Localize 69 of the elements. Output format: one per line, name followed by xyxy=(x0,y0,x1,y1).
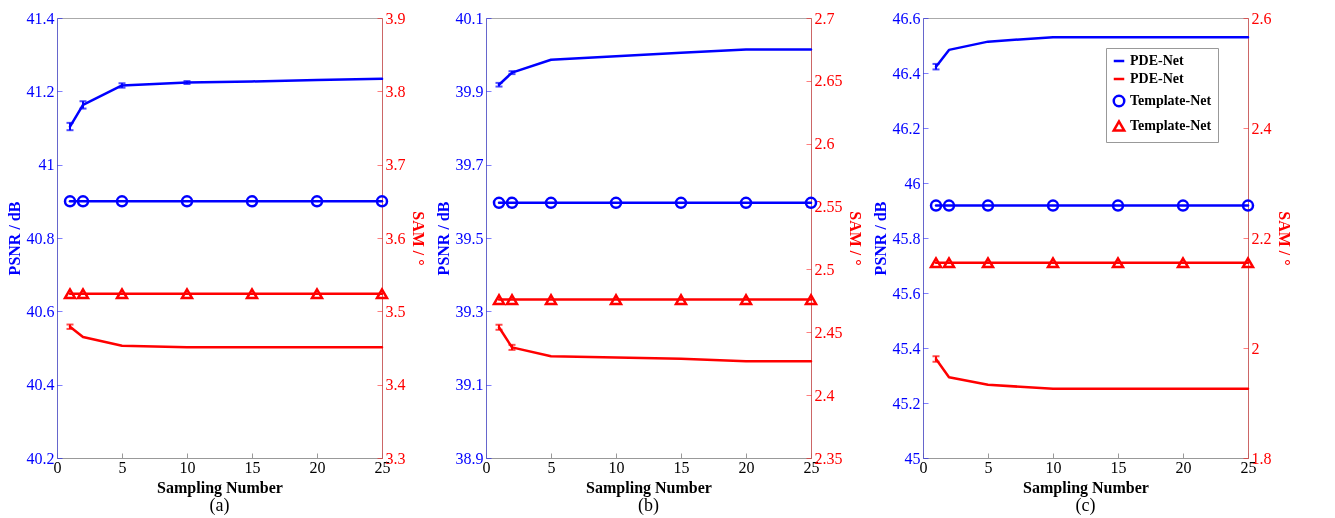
y2-axis-title: SAM / ° xyxy=(846,211,864,266)
y2-tick-label: 2.45 xyxy=(814,323,843,341)
legend-label: PDE-Net xyxy=(1130,53,1184,68)
y-tick-label: 40.1 xyxy=(455,9,484,27)
y2-tick-label: 2.65 xyxy=(814,72,843,90)
y-tick-label: 45.4 xyxy=(892,339,921,357)
y2-tick-label: 2.4 xyxy=(1251,119,1272,137)
y2-axis-title: SAM / ° xyxy=(1275,211,1293,266)
legend-label: Template-Net xyxy=(1130,118,1212,133)
x-tick-label: 10 xyxy=(608,458,625,476)
y-axis-title: PSNR / dB xyxy=(871,201,889,276)
y-tick-label: 39.3 xyxy=(455,302,484,320)
y-tick-label: 41.2 xyxy=(26,82,55,100)
y2-tick-label: 2.5 xyxy=(814,260,835,278)
y-tick-label: 41 xyxy=(38,156,55,174)
y-tick-label: 45 xyxy=(904,449,921,467)
y-tick-label: 46.6 xyxy=(892,9,921,27)
x-axis-title: Sampling Number xyxy=(1023,478,1149,497)
y-tick-label: 38.9 xyxy=(455,449,484,467)
y2-tick-label: 2.4 xyxy=(814,386,835,404)
x-tick-label: 20 xyxy=(1175,458,1192,476)
x-tick-label: 5 xyxy=(984,458,993,476)
x-tick-label: 5 xyxy=(118,458,127,476)
y2-tick-label: 3.4 xyxy=(385,376,406,394)
x-tick-label: 0 xyxy=(482,458,491,476)
y2-tick-label: 2.7 xyxy=(814,9,835,27)
x-tick-label: 10 xyxy=(179,458,196,476)
y2-tick-label: 3.6 xyxy=(385,229,406,247)
y2-axis-title: SAM / ° xyxy=(409,211,427,266)
y-tick-label: 45.8 xyxy=(892,229,921,247)
y-tick-label: 45.2 xyxy=(892,394,921,412)
y-tick-label: 39.1 xyxy=(455,376,484,394)
y-tick-label: 39.5 xyxy=(455,229,484,247)
x-tick-label: 20 xyxy=(738,458,755,476)
y2-tick-label: 2 xyxy=(1251,339,1260,357)
x-tick-label: 0 xyxy=(53,458,62,476)
x-tick-label: 15 xyxy=(673,458,690,476)
x-tick-label: 15 xyxy=(244,458,261,476)
y2-tick-label: 3.8 xyxy=(385,82,406,100)
x-tick-label: 20 xyxy=(309,458,326,476)
y2-tick-label: 3.5 xyxy=(385,302,406,320)
y2-tick-label: 2.6 xyxy=(1251,9,1272,27)
y-tick-label: 46.4 xyxy=(892,64,921,82)
legend-label: PDE-Net xyxy=(1130,71,1184,86)
y-tick-label: 39.9 xyxy=(455,82,484,100)
y-tick-label: 40.2 xyxy=(26,449,55,467)
x-axis-title: Sampling Number xyxy=(157,478,283,497)
y-tick-label: 41.4 xyxy=(26,9,55,27)
line-series xyxy=(68,77,384,128)
x-tick-label: 15 xyxy=(1110,458,1127,476)
y-tick-label: 40.6 xyxy=(26,302,55,320)
y2-tick-label: 3.9 xyxy=(385,9,406,27)
y-tick-label: 45.6 xyxy=(892,284,921,302)
y-tick-label: 40.8 xyxy=(26,229,55,247)
legend-label: Template-Net xyxy=(1130,93,1212,108)
y-tick-label: 39.7 xyxy=(455,156,484,174)
y-tick-label: 40.4 xyxy=(26,376,55,394)
x-axis-title: Sampling Number xyxy=(586,478,712,497)
x-tick-label: 10 xyxy=(1045,458,1062,476)
y-tick-label: 46.2 xyxy=(892,119,921,137)
y2-tick-label: 2.6 xyxy=(814,135,835,153)
y2-tick-label: 2.2 xyxy=(1251,229,1272,247)
x-tick-label: 0 xyxy=(919,458,928,476)
y2-tick-label: 3.7 xyxy=(385,156,406,174)
y2-tick-label: 2.55 xyxy=(814,198,843,216)
y-tick-label: 46 xyxy=(904,174,921,192)
y-axis-title: PSNR / dB xyxy=(5,201,23,276)
x-tick-label: 5 xyxy=(547,458,556,476)
y-axis-title: PSNR / dB xyxy=(434,201,452,276)
